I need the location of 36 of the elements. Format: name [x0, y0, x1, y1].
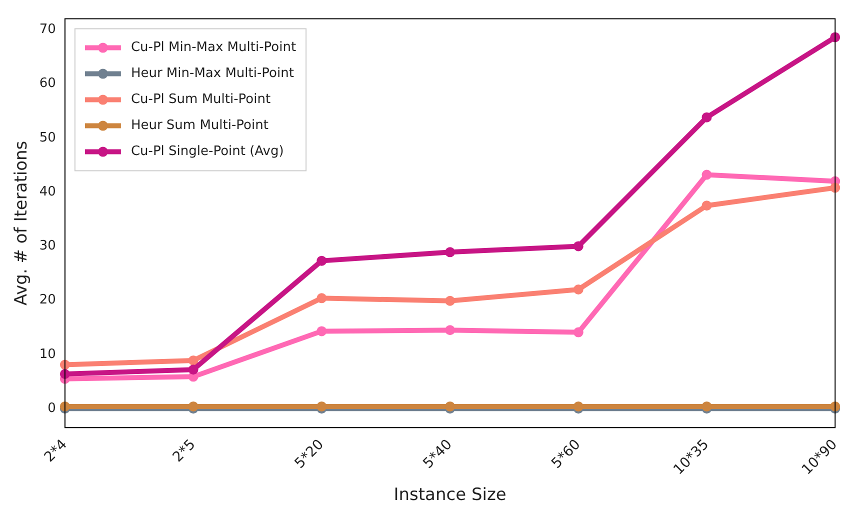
x-axis-title: Instance Size: [394, 485, 506, 506]
point: [573, 401, 584, 412]
legend-label: Cu-Pl Min-Max Multi-Point: [130, 40, 296, 56]
x-tick-label: 2*4: [41, 436, 70, 466]
y-tick-label: 70: [39, 22, 56, 38]
y-tick-label: 50: [39, 130, 56, 146]
point: [316, 256, 327, 266]
y-tick-label: 40: [39, 184, 56, 200]
point: [188, 364, 198, 375]
legend-label: Heur Min-Max Multi-Point: [130, 66, 294, 82]
point: [573, 327, 584, 338]
legend-label: Cu-Pl Sum Multi-Point: [130, 92, 271, 108]
legend-label: Cu-Pl Single-Point (Avg): [130, 144, 284, 160]
y-axis-title: Avg. # of Iterations: [12, 140, 32, 306]
point: [702, 112, 712, 122]
legend-label: Heur Sum Multi-Point: [130, 118, 268, 134]
point: [445, 247, 456, 258]
y-tick-label: 30: [39, 238, 56, 254]
point: [445, 296, 456, 306]
point: [573, 284, 584, 295]
point: [702, 170, 712, 180]
y-tick-label: 20: [39, 292, 56, 308]
point: [445, 401, 456, 412]
point: [316, 401, 327, 412]
point: [573, 241, 584, 252]
y-tick-label: 10: [39, 346, 56, 362]
point: [316, 326, 327, 336]
point: [188, 355, 198, 366]
point: [188, 401, 198, 412]
point: [702, 401, 712, 412]
x-tick-label: 2*5: [170, 436, 199, 466]
y-tick-label: 60: [39, 76, 56, 92]
y-tick-label: 0: [48, 401, 56, 416]
point: [702, 200, 712, 211]
point: [316, 293, 327, 304]
point: [445, 325, 456, 336]
